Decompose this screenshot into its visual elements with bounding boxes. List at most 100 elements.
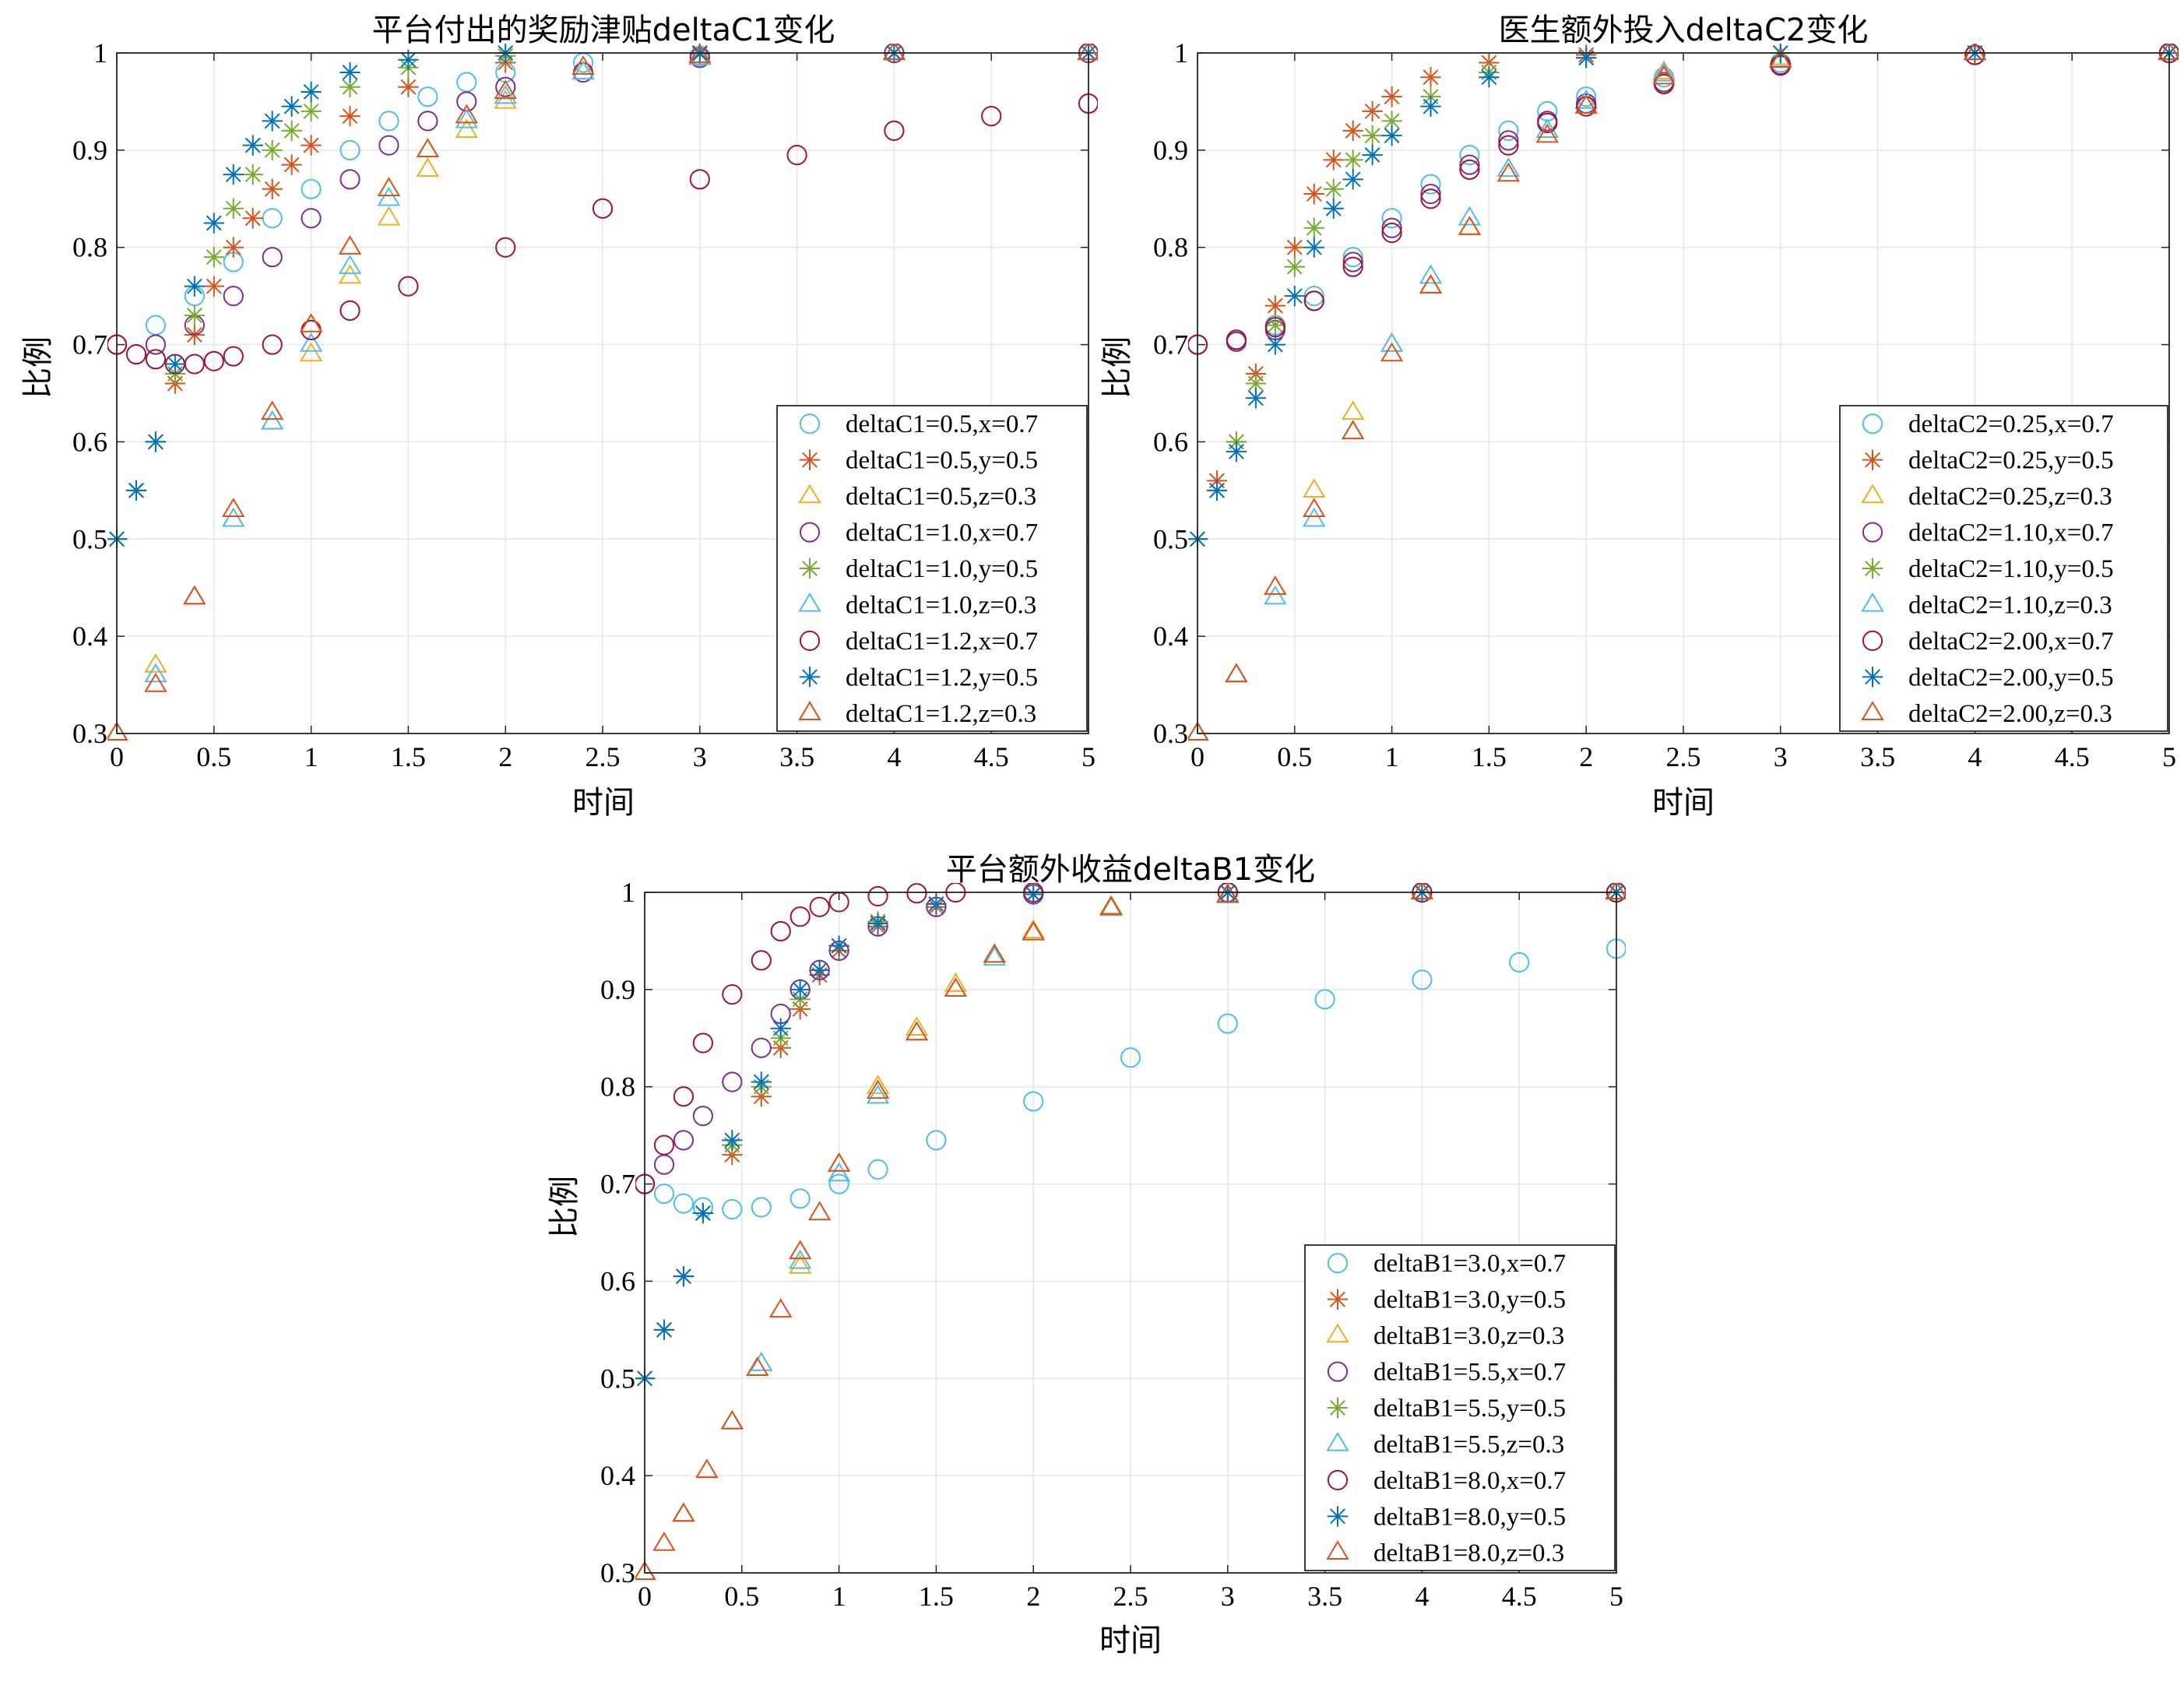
point-star (653, 1319, 675, 1341)
point-triangle (1574, 89, 1598, 109)
point-circle (1498, 120, 1519, 141)
point-triangle (1099, 895, 1123, 916)
point-star (1264, 334, 1286, 355)
point-star (1284, 237, 1305, 258)
y-tick-label: 1 (93, 37, 107, 69)
point-triangle (377, 206, 401, 226)
point-star (1479, 67, 1500, 88)
point-triangle (1574, 94, 1598, 114)
point-star (262, 139, 283, 161)
point-circle (1303, 290, 1324, 311)
point-circle (1226, 329, 1247, 350)
point-star (203, 247, 224, 268)
point-star (203, 276, 224, 297)
legend-marker-star (1862, 667, 1883, 688)
point-circle (262, 334, 283, 355)
point-circle (1412, 969, 1433, 990)
axes-box (116, 52, 1089, 734)
x-tick-label: 4.5 (1502, 1581, 1537, 1612)
point-circle (145, 349, 167, 370)
point-circle (495, 76, 516, 97)
legend-label: deltaC1=1.0,x=0.7 (846, 519, 1038, 547)
point-circle (125, 343, 147, 365)
x-tick-label: 2 (1579, 741, 1593, 772)
point-triangle (635, 1560, 656, 1581)
x-tick-label: 3 (1221, 1581, 1235, 1612)
point-circle (339, 169, 360, 190)
point-triangle (983, 946, 1006, 966)
y-tick-label: 0.5 (1153, 523, 1188, 554)
legend-marker-star (1327, 1506, 1349, 1527)
point-triangle (183, 585, 206, 605)
point-triangle (1264, 575, 1287, 595)
legend-marker-star (799, 558, 821, 579)
point-triangle (494, 84, 517, 104)
x-axis-label: 时间 (1099, 1623, 1162, 1659)
point-star (1381, 86, 1402, 107)
point-star (242, 135, 263, 156)
point-triangle (1769, 45, 1792, 65)
x-tick-label: 3.5 (1307, 1581, 1342, 1612)
point-circle (926, 1130, 947, 1151)
point-circle (223, 346, 244, 367)
legend-label: deltaC1=0.5,z=0.3 (846, 483, 1036, 511)
legend-label: deltaC2=1.10,z=0.3 (1908, 591, 2112, 619)
x-tick-label: 0.5 (196, 741, 231, 772)
legend-label: deltaC2=2.00,x=0.7 (1908, 628, 2114, 656)
point-triangle (571, 55, 595, 75)
legend-marker-triangle (798, 592, 821, 612)
point-triangle (338, 255, 362, 274)
legend-label: deltaB1=5.5,x=0.7 (1373, 1359, 1566, 1387)
legend-label: deltaC1=0.5,x=0.7 (846, 410, 1038, 438)
point-circle (1537, 112, 1558, 133)
y-axis-label: 比例 (547, 1176, 582, 1238)
legend: deltaC2=0.25,x=0.7 deltaC2=0.25,y=0.5 delt… (1839, 405, 2168, 732)
point-star (1206, 480, 1228, 501)
legend-marker-circle (1862, 522, 1883, 543)
point-star (203, 213, 224, 234)
x-tick-label: 0 (638, 1581, 652, 1612)
point-triangle (1535, 118, 1559, 139)
point-circle (1509, 952, 1530, 973)
point-star (339, 76, 360, 97)
point-star (790, 979, 811, 1001)
point-triangle (260, 400, 284, 420)
x-tick-label: 1.5 (391, 741, 426, 772)
point-star (1284, 256, 1305, 277)
x-tick-label: 0 (110, 741, 124, 772)
x-tick-label: 2 (1026, 1581, 1040, 1612)
y-tick-label: 0.5 (600, 1363, 635, 1394)
legend-label: deltaC2=2.00,y=0.5 (1908, 663, 2114, 691)
point-circle (339, 300, 360, 321)
x-axis-label: 时间 (1652, 785, 1714, 821)
x-tick-label: 5 (1081, 741, 1096, 772)
point-circle (1420, 174, 1441, 195)
point-star (673, 1265, 695, 1287)
axes-box (1197, 52, 2170, 734)
point-star (1576, 47, 1597, 69)
legend-marker-circle (1327, 1361, 1349, 1382)
x-tick-label: 4.5 (2055, 741, 2090, 772)
point-triangle (144, 672, 167, 692)
point-triangle (377, 186, 401, 206)
point-triangle (672, 1502, 695, 1522)
point-circle (262, 247, 283, 268)
x-tick-label: 0.5 (1277, 741, 1312, 772)
point-triangle (260, 410, 284, 430)
point-circle (301, 208, 322, 229)
point-circle (1023, 1091, 1044, 1112)
y-tick-label: 0.6 (1153, 426, 1188, 457)
point-triangle (107, 721, 128, 741)
point-triangle (788, 1249, 812, 1269)
y-tick-label: 0.4 (600, 1460, 635, 1491)
legend-label: deltaB1=5.5,y=0.5 (1373, 1395, 1566, 1423)
legend-label: deltaC1=1.2,z=0.3 (846, 700, 1036, 728)
point-triangle (338, 264, 362, 284)
legend-label: deltaC2=2.00,z=0.3 (1908, 700, 2112, 728)
legend-box (1304, 1244, 1616, 1571)
y-tick-label: 0.8 (600, 1071, 635, 1103)
point-star (184, 304, 206, 326)
point-circle (1314, 989, 1335, 1010)
point-circle (203, 350, 224, 371)
